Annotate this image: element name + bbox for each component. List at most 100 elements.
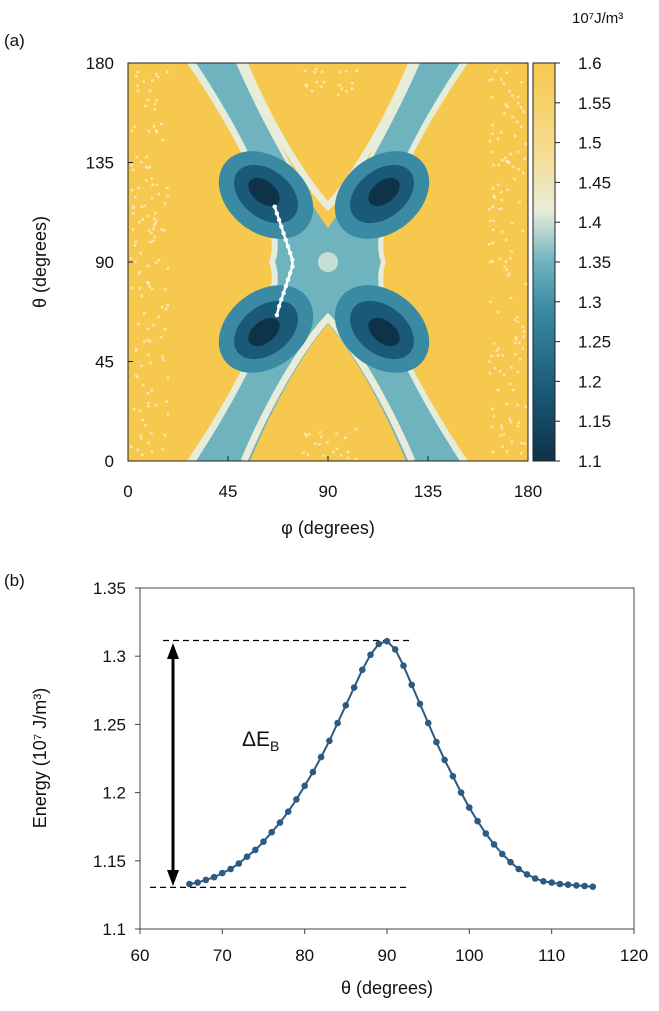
noise-dot	[139, 270, 142, 273]
noise-dot	[140, 437, 143, 440]
heatmap-y-tick-label: 90	[95, 253, 114, 272]
noise-dot	[321, 70, 324, 73]
noise-dot	[494, 70, 497, 73]
noise-dot	[134, 374, 138, 378]
noise-dot	[164, 288, 167, 291]
noise-dot	[499, 424, 503, 427]
noise-dot	[137, 186, 140, 190]
noise-dot	[491, 407, 494, 410]
noise-dot	[502, 373, 506, 377]
noise-dot	[166, 376, 170, 380]
heatmap-y-tick-label: 0	[105, 452, 114, 471]
noise-dot	[520, 441, 524, 445]
energy-series	[186, 637, 597, 890]
energy-point	[284, 808, 292, 815]
noise-dot	[517, 168, 521, 171]
energy-point	[564, 881, 572, 888]
noise-dot	[155, 99, 158, 102]
energy-path-point	[274, 312, 280, 318]
noise-dot	[505, 238, 508, 242]
noise-dot	[496, 137, 500, 140]
noise-dot	[130, 257, 133, 260]
noise-dot	[496, 183, 500, 187]
energy-point	[317, 753, 325, 761]
noise-dot	[152, 239, 155, 242]
noise-dot	[509, 257, 512, 260]
line-y-tick-label: 1.2	[102, 784, 126, 803]
noise-dot	[163, 434, 167, 437]
barrier-label: ΔEB	[242, 728, 279, 754]
colorbar-unit: 10⁷J/m³	[572, 10, 623, 27]
noise-dot	[493, 366, 497, 370]
energy-path-point	[285, 277, 291, 282]
noise-dot	[150, 389, 153, 392]
noise-dot	[134, 260, 137, 264]
noise-dot	[509, 152, 513, 156]
heatmap-y-tick-label: 180	[86, 54, 114, 73]
noise-dot	[153, 108, 156, 111]
noise-dot	[499, 434, 502, 437]
energy-point	[548, 879, 555, 886]
noise-dot	[146, 392, 150, 395]
noise-dot	[163, 202, 167, 205]
noise-dot	[305, 434, 308, 437]
noise-dot	[525, 283, 528, 286]
energy-point	[515, 865, 522, 873]
noise-dot	[149, 361, 152, 364]
noise-dot	[489, 300, 492, 303]
noise-dot	[145, 155, 148, 159]
noise-dot	[166, 186, 169, 190]
heatmap	[128, 63, 528, 461]
energy-point	[449, 772, 457, 780]
noise-dot	[151, 79, 154, 82]
noise-dot	[144, 424, 147, 427]
noise-dot	[496, 388, 500, 392]
energy-point	[309, 768, 317, 776]
minima-lobes	[218, 151, 430, 373]
colorbar-tick-label: 1.15	[578, 412, 611, 431]
noise-dot	[523, 157, 526, 161]
noise-dot	[147, 166, 151, 169]
noise-dot	[154, 220, 158, 223]
noise-dot	[132, 211, 135, 215]
noise-dot	[133, 125, 136, 128]
noise-dot	[511, 115, 514, 119]
noise-dot	[146, 327, 149, 330]
heatmap-x-tick-label: 180	[514, 482, 542, 501]
heatmap-x-ticks: 0 45 90 135 180	[123, 456, 542, 501]
noise-dot	[340, 87, 344, 90]
noise-dot	[504, 103, 508, 106]
noise-dot	[132, 408, 136, 411]
noise-dot	[522, 335, 525, 338]
energy-point	[260, 838, 267, 845]
colorbar-tick-label: 1.45	[578, 173, 611, 192]
noise-dot	[488, 140, 492, 143]
energy-point	[342, 702, 350, 709]
noise-dot	[505, 402, 508, 405]
energy-point	[359, 666, 366, 674]
reference-lines	[150, 639, 412, 889]
energy-path-point	[290, 257, 295, 262]
noise-dot	[335, 432, 338, 435]
colorbar-tick-label: 1.35	[578, 253, 611, 272]
noise-dot	[160, 228, 163, 231]
energy-point	[400, 662, 407, 669]
noise-dot	[165, 307, 168, 311]
energy-point	[252, 846, 259, 854]
noise-dot	[141, 218, 144, 221]
noise-dot	[305, 85, 308, 88]
noise-dot	[131, 228, 135, 231]
noise-dot	[166, 303, 169, 307]
noise-dot	[500, 78, 503, 81]
colorbar-tick-label: 1.6	[578, 54, 602, 73]
noise-dot	[517, 421, 521, 424]
colorbar-tick-label: 1.55	[578, 94, 611, 113]
noise-dot	[154, 73, 158, 76]
noise-dot	[156, 75, 160, 79]
energy-point	[424, 719, 432, 727]
noise-dot	[501, 445, 504, 448]
noise-dot	[160, 305, 164, 309]
noise-dot	[303, 69, 307, 73]
heatmap-x-label: φ (degrees)	[281, 518, 375, 538]
noise-dot	[154, 212, 157, 215]
